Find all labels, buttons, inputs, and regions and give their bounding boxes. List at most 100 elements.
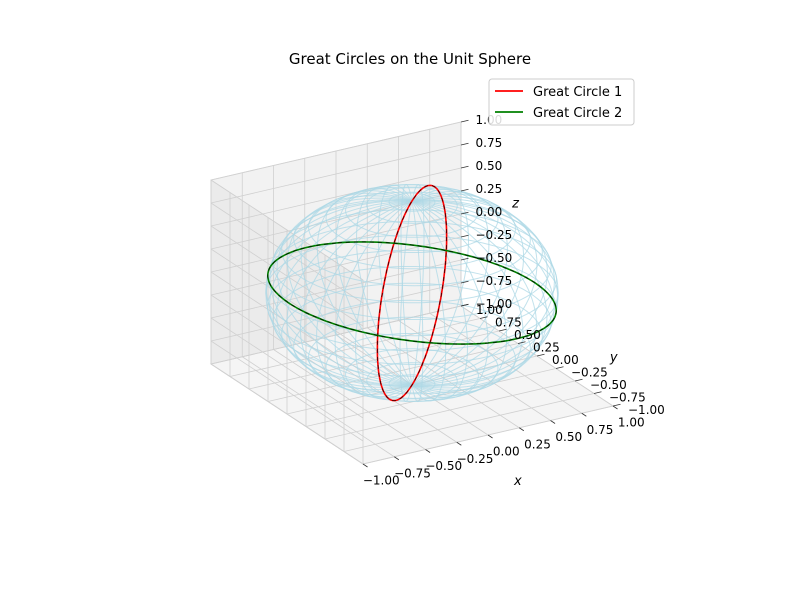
great-circle-2-dashed (267, 241, 557, 345)
y-tick-label: 0.75 (495, 315, 522, 329)
sphere-longitude-line (286, 200, 413, 391)
y-tick-mark (555, 366, 564, 369)
x-tick-label: 0.00 (493, 445, 520, 459)
grid-floor-y (248, 330, 500, 390)
sphere-longitude-line (276, 200, 413, 388)
y-tick-label: −0.75 (609, 390, 646, 404)
x-tick-mark (519, 427, 525, 432)
sphere-wireframe (265, 183, 559, 403)
sphere-longitude-line (411, 200, 524, 394)
z-tick-label: −1.00 (476, 297, 513, 311)
grid-back-z (210, 167, 462, 227)
sphere-longitude-line (354, 200, 413, 400)
sphere-longitude-line (276, 197, 413, 386)
sphere-longitude-line (411, 183, 425, 386)
y-tick-label: −0.50 (590, 378, 627, 392)
y-tick-mark (593, 391, 602, 394)
grid-side-z (210, 248, 364, 350)
sphere-longitude-line (411, 191, 508, 386)
sphere-longitude-line (411, 200, 469, 401)
x-tick-mark (487, 434, 493, 439)
legend-label-great-circle-2: Great Circle 2 (533, 106, 622, 121)
y-tick-mark (479, 316, 488, 319)
grid-back-z (210, 144, 462, 204)
x-axis-label: x (513, 474, 522, 489)
great-circles (266, 184, 558, 402)
sphere-longitude-line (269, 199, 413, 386)
grid-back-z (210, 121, 462, 181)
z-tick-label: 0.00 (476, 205, 503, 219)
sphere-longitude-line (265, 200, 413, 386)
z-axis-label: z (511, 197, 520, 212)
y-tick-label: 0.25 (533, 340, 560, 354)
x-tick-mark (425, 449, 431, 453)
sphere-longitude-line (411, 198, 548, 386)
x-tick-mark (612, 405, 618, 410)
y-tick-mark (574, 378, 583, 382)
x-tick-label: 1.00 (618, 416, 645, 430)
x-tick-mark (456, 441, 462, 446)
sphere-longitude-line (269, 200, 413, 387)
z-tick-mark (460, 280, 469, 284)
x-tick-mark (581, 412, 587, 417)
x-tick-label: −0.75 (394, 466, 431, 480)
legend-frame (488, 78, 635, 126)
sphere-longitude-line (400, 183, 413, 386)
sphere-longitude-line (377, 184, 413, 386)
grid-floor-y (210, 305, 462, 365)
grid-floor-y (267, 343, 519, 402)
z-tick-mark (460, 234, 469, 238)
sphere-longitude-line (411, 186, 470, 386)
y-tick-label: 0.00 (552, 353, 579, 367)
sphere-longitude-line (411, 199, 555, 386)
x-tick-label: 0.75 (587, 423, 614, 437)
y-tick-mark (612, 403, 621, 407)
sphere-longitude-line (411, 200, 555, 387)
y-tick-mark (460, 303, 469, 307)
y-tick-mark (536, 353, 545, 357)
sphere-longitude-line (411, 200, 559, 386)
axis-ticks: −1.00−1.00−1.00−0.75−0.75−0.75−0.50−0.50… (362, 113, 665, 488)
z-tick-label: 0.50 (476, 159, 503, 173)
sphere-longitude-line (411, 200, 559, 386)
z-tick-label: −0.25 (476, 228, 513, 242)
sphere-longitude-line (411, 200, 447, 402)
sphere-longitude-line (316, 200, 413, 395)
sphere-longitude-line (411, 200, 548, 389)
sphere-longitude-line (411, 200, 508, 396)
z-tick-mark (460, 142, 469, 146)
great-circle-1-dashed (376, 184, 448, 402)
x-tick-mark (362, 463, 368, 468)
y-tick-label: −1.00 (628, 403, 665, 417)
y-tick-mark (498, 328, 507, 332)
z-tick-mark (460, 165, 469, 169)
legend-label-great-circle-1: Great Circle 1 (533, 85, 622, 100)
z-tick-mark (460, 211, 469, 215)
sphere-longitude-line (399, 200, 413, 403)
sphere-longitude-line (316, 190, 413, 386)
z-tick-mark (460, 257, 469, 261)
y-tick-label: 1.00 (476, 303, 503, 317)
legend: Great Circle 1 Great Circle 2 (488, 78, 635, 126)
sphere-longitude-line (300, 192, 413, 386)
z-tick-label: −0.50 (476, 251, 513, 265)
x-tick-label: −0.50 (425, 459, 462, 473)
x-tick-mark (394, 456, 400, 461)
grid-side-z (210, 225, 364, 327)
z-tick-mark (460, 188, 469, 192)
sphere-longitude-line (411, 200, 424, 403)
z-tick-mark (460, 119, 469, 123)
y-tick-label: −0.25 (571, 365, 608, 379)
z-tick-label: 0.25 (476, 182, 503, 196)
sphere-longitude-line (286, 195, 413, 386)
y-tick-label: 0.50 (514, 328, 541, 342)
y-axis-label: y (609, 350, 618, 365)
z-tick-label: 0.75 (476, 136, 503, 150)
grid-floor-y (229, 318, 481, 377)
z-tick-label: −0.75 (476, 274, 513, 288)
sphere-longitude-line (411, 200, 538, 391)
x-tick-label: 0.25 (524, 437, 551, 451)
chart-title: Great Circles on the Unit Sphere (289, 50, 531, 68)
sphere-longitude-line (411, 195, 538, 386)
